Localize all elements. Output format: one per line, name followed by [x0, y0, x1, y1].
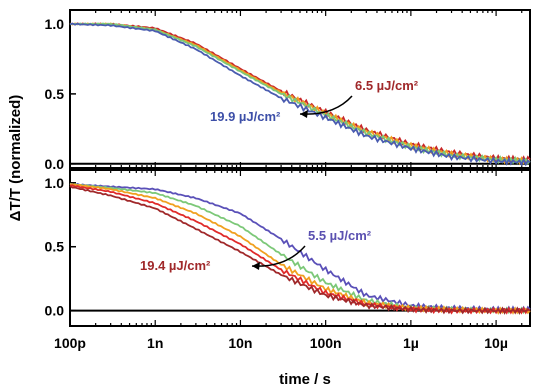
y-tick-label: 1.0: [45, 175, 65, 191]
x-tick-label: 10µ: [484, 335, 508, 351]
annotation-label: 5.5 µJ/cm²: [308, 228, 372, 243]
series-line-1-4: [69, 185, 531, 315]
plot-frame: [69, 169, 531, 327]
x-axis-title: time / s: [279, 371, 331, 388]
annotation-label: 6.5 µJ/cm²: [355, 78, 419, 93]
annotation-label: 19.9 µJ/cm²: [210, 109, 281, 124]
top-panel: 0.0 0.5 1.0 6.5 µJ/cm² 19.9 µJ/cm²: [45, 9, 531, 172]
series-line-1-0: [69, 183, 531, 314]
series-line-0-3: [69, 22, 531, 167]
x-tick-label: 100n: [310, 335, 342, 351]
y-axis-title: ΔT/T (normalized): [7, 95, 24, 222]
arrow-head: [300, 110, 308, 118]
arrow-head: [252, 262, 260, 270]
series-line-0-2: [69, 22, 531, 165]
plot-frame: [69, 9, 531, 169]
y-tick-label: 0.0: [45, 303, 65, 319]
x-tick-label: 1n: [147, 335, 163, 351]
y-tick-label: 0.5: [45, 86, 65, 102]
series-line-0-0: [69, 22, 531, 165]
x-tick-label: 100p: [54, 335, 86, 351]
annotation-label: 19.4 µJ/cm²: [140, 258, 211, 273]
series-line-0-1: [69, 22, 530, 166]
x-tick-labels: 100p 1n 10n 100n 1µ 10µ: [54, 335, 508, 351]
y-tick-label: 1.0: [45, 16, 65, 32]
y-tick-label: 0.0: [45, 156, 65, 172]
x-tick-label: 10n: [228, 335, 252, 351]
y-tick-label: 0.5: [45, 239, 65, 255]
bottom-panel: 0.0 0.5 1.0 5.5 µJ/cm² 19.4 µJ/cm²: [45, 169, 531, 327]
x-tick-label: 1µ: [403, 335, 419, 351]
